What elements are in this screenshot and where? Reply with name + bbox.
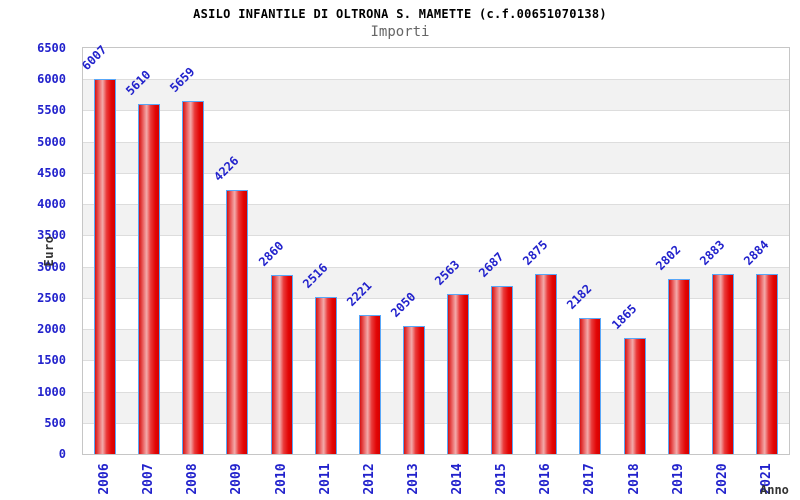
grid-line [83, 391, 789, 393]
bar-2015 [491, 286, 514, 454]
bar-2016 [535, 274, 558, 454]
bar-2006 [94, 78, 117, 454]
x-tick-label: 2012 [361, 463, 377, 495]
x-tick-label: 2017 [582, 463, 598, 495]
x-tick-label: 2016 [538, 463, 554, 495]
x-tick-label: 2009 [229, 463, 245, 495]
x-tick-label: 2015 [494, 463, 510, 495]
y-tick-label: 6000 [37, 72, 66, 87]
bar-2008 [182, 100, 205, 454]
x-tick-label: 2008 [185, 463, 201, 495]
y-tick-label: 4000 [37, 197, 66, 212]
y-tick-label: 0 [58, 447, 66, 461]
grid-line [83, 297, 789, 299]
bar-2013 [402, 325, 425, 454]
grid-line [83, 172, 789, 174]
y-tick-label: 1500 [37, 353, 66, 368]
x-tick-label: 2013 [405, 463, 421, 495]
chart-subtitle: Importi [370, 24, 430, 40]
x-tick-label: 2019 [670, 463, 686, 495]
chart-title: ASILO INFANTILE DI OLTRONA S. MAMETTE (c… [193, 7, 607, 21]
bar-2020 [711, 273, 734, 454]
bar-2014 [447, 293, 470, 454]
grid-line [83, 110, 789, 112]
y-tick-label: 2500 [37, 290, 66, 305]
grid-line [83, 329, 789, 331]
x-tick-label: 2006 [97, 463, 113, 495]
x-tick-label: 2007 [141, 463, 157, 495]
y-tick-label: 4500 [37, 165, 66, 180]
x-tick-label: 2011 [317, 463, 333, 495]
x-tick-label: 2018 [626, 463, 642, 495]
grid-line [83, 204, 789, 206]
y-tick-label: 500 [44, 415, 66, 430]
y-axis-title: Euro [42, 235, 56, 267]
bar-2011 [314, 296, 337, 454]
y-tick-label: 1000 [37, 384, 66, 399]
y-tick-label: 3500 [37, 228, 66, 243]
bar-2012 [358, 315, 381, 454]
plot-area [82, 47, 790, 455]
bar-2019 [667, 278, 690, 454]
bar-2007 [138, 103, 161, 454]
x-axis-title: Anno [760, 483, 789, 497]
y-tick-label: 2000 [37, 322, 66, 337]
bar-2017 [579, 317, 602, 454]
grid-line [83, 79, 789, 81]
bar-2018 [623, 337, 646, 454]
grid-line [83, 360, 789, 362]
bar-2021 [755, 273, 778, 454]
grid-line [83, 422, 789, 424]
grid-line [83, 266, 789, 268]
y-tick-label: 6500 [37, 41, 66, 55]
bar-2010 [270, 275, 293, 454]
x-tick-label: 2020 [714, 463, 730, 495]
y-tick-label: 3000 [37, 259, 66, 274]
y-tick-label: 5500 [37, 103, 66, 118]
y-tick-label: 5000 [37, 134, 66, 149]
grid-line [83, 141, 789, 143]
x-tick-label: 2010 [273, 463, 289, 495]
grid-line [83, 235, 789, 237]
x-tick-label: 2014 [450, 463, 466, 495]
bar-2009 [226, 190, 249, 454]
